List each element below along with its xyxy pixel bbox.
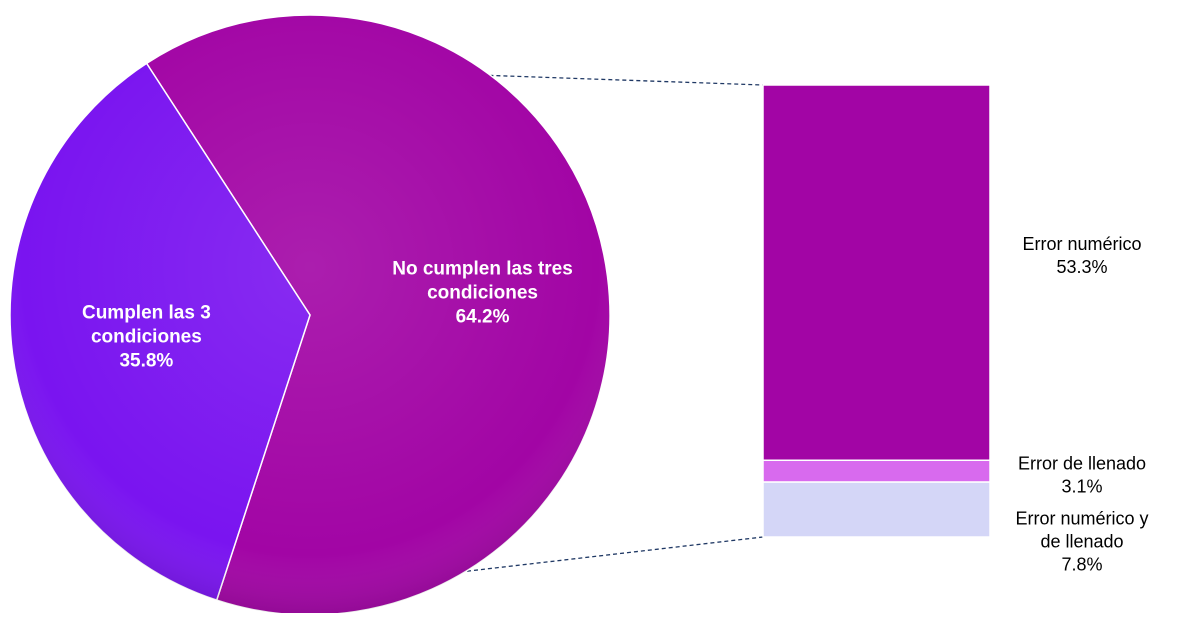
bar-value-label: 3.1%	[1061, 477, 1102, 497]
pie-category-label: No cumplen las tres	[392, 258, 573, 279]
pie-category-label: condiciones	[427, 282, 538, 303]
bar-segment-error-numerico-y-de-llenado	[762, 481, 991, 538]
pie-category-label: condiciones	[91, 326, 202, 347]
bar-value-label: 7.8%	[1061, 555, 1102, 575]
pie-shading	[10, 15, 610, 615]
bar-category-label: Error numérico	[1022, 234, 1141, 254]
bar-value-label: 53.3%	[1056, 257, 1107, 277]
pie-value-label: 35.8%	[119, 350, 173, 371]
pie-value-label: 64.2%	[456, 306, 510, 327]
bar-segment-error-de-llenado	[762, 459, 991, 483]
bar-category-label: de llenado	[1040, 532, 1123, 552]
pie-category-label: Cumplen las 3	[82, 302, 211, 323]
bar-segment-error-numerico	[762, 84, 991, 462]
bar-category-label: Error de llenado	[1018, 454, 1146, 474]
bar-category-label: Error numérico y	[1015, 509, 1148, 529]
